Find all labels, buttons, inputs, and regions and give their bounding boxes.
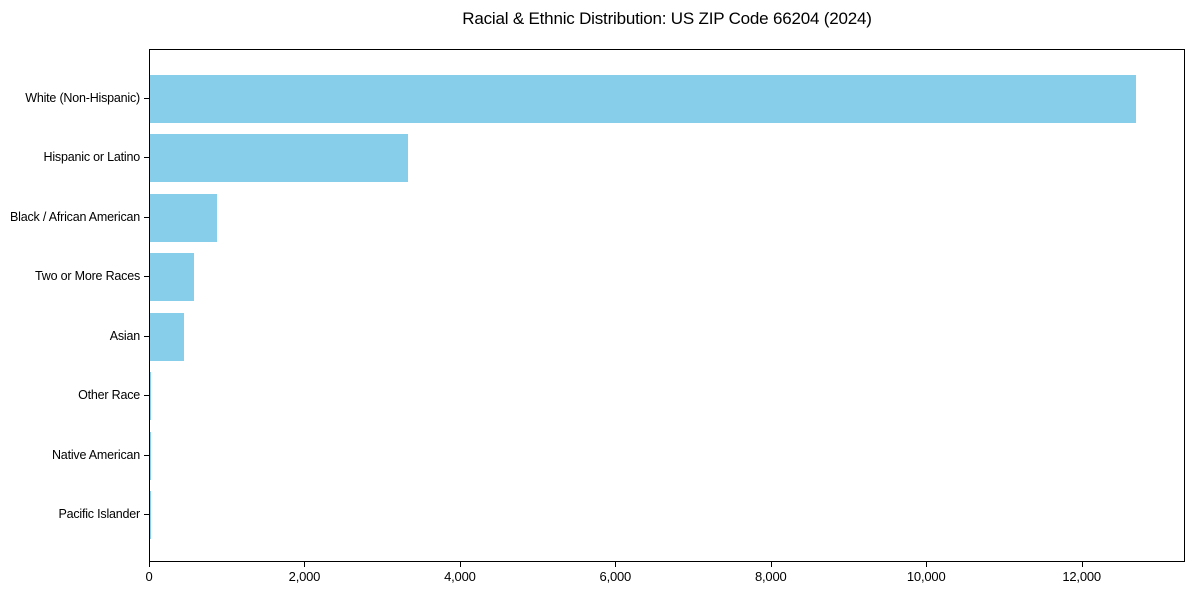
x-tick-mark [149, 562, 150, 567]
y-tick-mark [144, 335, 149, 337]
bar [150, 134, 409, 183]
x-tick-label: 0 [145, 569, 153, 584]
bar [150, 75, 1137, 123]
y-tick-label: White (Non-Hispanic) [25, 91, 140, 105]
y-tick-mark [144, 98, 149, 99]
chart-title: Racial & Ethnic Distribution: US ZIP Cod… [462, 9, 872, 28]
x-tick-label: 4,000 [444, 569, 476, 584]
y-tick-mark [144, 454, 149, 456]
x-tick-mark [615, 562, 617, 567]
x-tick-label: 8,000 [754, 569, 787, 584]
y-tick-mark [144, 395, 149, 397]
y-tick-mark [144, 216, 149, 218]
x-tick-label: 12,000 [1062, 569, 1101, 584]
x-tick-mark [926, 562, 928, 567]
x-tick-label: 6,000 [599, 569, 632, 584]
x-tick-mark [1081, 562, 1083, 567]
y-tick-label: Black / African American [10, 209, 140, 224]
bar [150, 193, 217, 242]
y-tick-mark [144, 276, 149, 278]
x-tick-label: 10,000 [906, 569, 946, 584]
bar [150, 372, 152, 421]
x-tick-mark [304, 562, 306, 567]
bar [150, 253, 195, 302]
y-tick-label: Other Race [78, 388, 140, 403]
bar [150, 312, 185, 361]
x-tick-mark [459, 562, 461, 567]
y-tick-label: Pacific Islander [58, 507, 140, 521]
y-tick-mark [144, 514, 149, 515]
y-tick-mark [144, 157, 149, 159]
y-tick-label: Two or More Races [35, 269, 140, 284]
y-tick-label: Hispanic or Latino [43, 150, 141, 165]
x-tick-label: 2,000 [288, 569, 321, 584]
y-tick-label: Native American [51, 447, 140, 462]
y-tick-label: Asian [109, 328, 140, 343]
plot-area [149, 49, 1185, 562]
x-tick-mark [770, 562, 772, 567]
